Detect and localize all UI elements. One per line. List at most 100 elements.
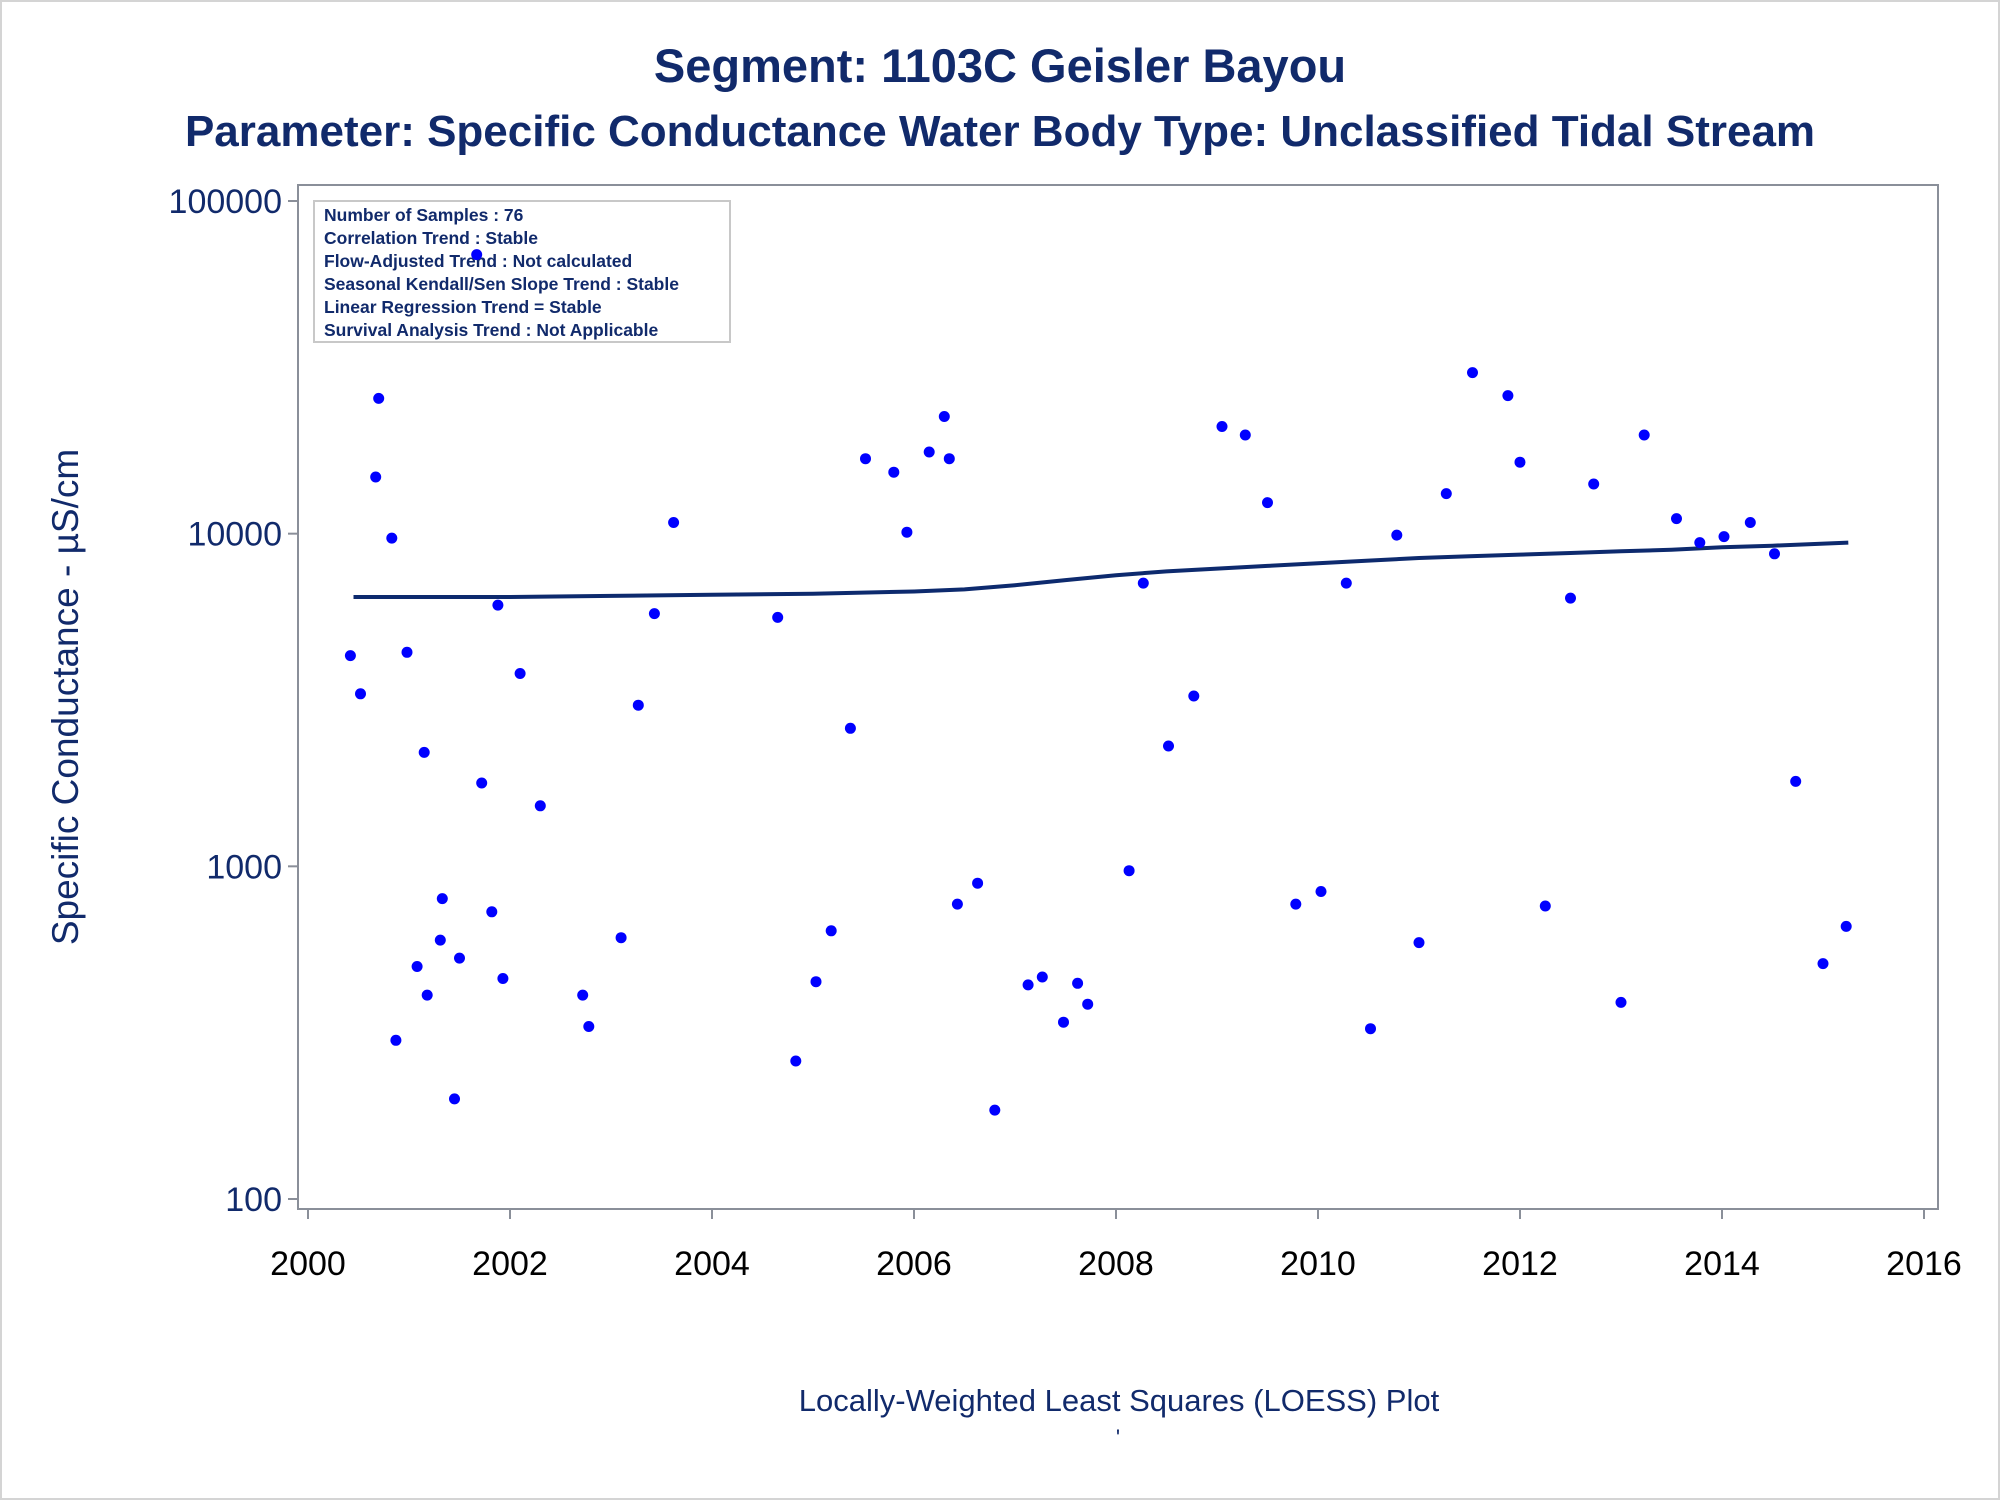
sample-point <box>1744 517 1756 528</box>
sample-point <box>615 932 627 944</box>
y-tick-label: 100000 <box>169 183 282 221</box>
sample-point <box>1239 429 1251 441</box>
sample-point <box>860 453 871 465</box>
sample-point <box>486 906 498 918</box>
sample-point <box>434 934 446 946</box>
y-axis-label: Specific Conductance - µS/cm <box>45 449 86 945</box>
x-axis: 2000 2002 2004 2006 2008 2010 2012 2014 2016 <box>270 1209 1962 1283</box>
sample-point <box>534 800 546 812</box>
sample-point <box>492 599 504 611</box>
x-tick-label: 2000 <box>270 1245 346 1283</box>
sample-point <box>1671 513 1682 525</box>
sample-point <box>454 952 465 964</box>
chart-subtitle: Parameter: Specific Conductance Water Bo… <box>185 107 1815 156</box>
stat-correlation-trend: Correlation Trend : Stable <box>324 228 538 248</box>
sample-point <box>1694 537 1706 549</box>
stat-linear-regression-trend: Linear Regression Trend = Stable <box>324 297 602 317</box>
sample-point <box>418 746 430 758</box>
sample-point <box>583 1021 595 1032</box>
sample-point <box>1588 478 1600 490</box>
sample-point <box>1340 577 1352 589</box>
sample-point <box>901 526 913 538</box>
sample-point <box>577 989 589 1001</box>
stats-box <box>313 200 731 343</box>
y-tick-label: 100 <box>225 1181 282 1219</box>
x-tick-label: 2004 <box>674 1245 750 1283</box>
sample-point <box>810 976 822 988</box>
plot-area <box>297 184 1939 1210</box>
sample-point <box>938 411 950 422</box>
x-tick-label: 2014 <box>1684 1245 1760 1283</box>
sample-point <box>1790 775 1802 787</box>
sample-point <box>436 893 448 905</box>
sample-point <box>1840 920 1852 932</box>
sample-point <box>1615 996 1627 1008</box>
sample-point <box>943 453 955 465</box>
x-tick-label: 2006 <box>876 1245 952 1283</box>
sample-point <box>632 699 644 711</box>
sample-point <box>989 1104 1001 1116</box>
sample-point <box>1137 577 1149 589</box>
sample-point <box>1082 998 1094 1010</box>
sample-point <box>1262 497 1273 509</box>
sample-point <box>497 973 509 984</box>
sample-point <box>355 688 366 700</box>
sample-point <box>1514 456 1526 468</box>
sample-point <box>1718 531 1730 543</box>
sample-point <box>1440 488 1452 500</box>
stat-flow-adjusted-trend: Flow-Adjusted Trend : Not calculated <box>324 251 632 271</box>
x-tick-label: 2002 <box>472 1245 548 1283</box>
sample-point <box>790 1055 802 1067</box>
sample-point <box>370 471 382 483</box>
x-axis-label: Locally-Weighted Least Squares (LOESS) P… <box>799 1383 1440 1418</box>
sample-point <box>386 532 398 544</box>
footnote-mark: ' <box>1116 1425 1120 1450</box>
sample-point <box>476 777 488 789</box>
x-tick-label: 2008 <box>1078 1245 1154 1283</box>
sample-point <box>1817 958 1829 970</box>
loess-fit-line <box>353 540 1849 599</box>
x-tick-label: 2012 <box>1482 1245 1558 1283</box>
x-tick-label: 2016 <box>1886 1245 1962 1283</box>
sample-point <box>1413 937 1425 949</box>
sample-point <box>1638 429 1650 441</box>
stat-sample-count: Number of Samples : 76 <box>324 205 524 225</box>
y-axis: 100 1000 10000 100000 <box>169 183 298 1219</box>
sample-point <box>1022 979 1034 991</box>
sample-point <box>1216 421 1228 432</box>
y-tick-label: 10000 <box>187 516 282 554</box>
sample-point <box>1467 367 1478 379</box>
sample-point <box>1036 971 1048 983</box>
sample-point <box>514 668 526 679</box>
chart-title: Segment: 1103C Geisler Bayou <box>654 39 1346 92</box>
sample-point <box>951 898 963 910</box>
sample-point <box>648 608 660 620</box>
y-tick-label: 1000 <box>206 848 282 886</box>
stats-legend: Number of Samples : 76 Correlation Trend… <box>313 200 731 343</box>
sample-point <box>373 392 385 404</box>
sample-point <box>1365 1023 1376 1035</box>
stat-survival-analysis-trend: Survival Analysis Trend : Not Applicable <box>324 320 658 340</box>
sample-point <box>421 989 433 1001</box>
sample-point <box>1188 690 1200 702</box>
sample-point <box>1163 740 1174 752</box>
sample-point <box>923 446 935 458</box>
sample-point <box>825 925 837 937</box>
sample-point <box>411 961 423 972</box>
stat-seasonal-kendall-trend: Seasonal Kendall/Sen Slope Trend : Stabl… <box>324 274 679 294</box>
sample-point <box>668 517 680 528</box>
sample-point <box>401 646 413 658</box>
sample-point <box>1315 886 1327 897</box>
sample-point <box>1391 529 1403 541</box>
sample-point <box>449 1093 460 1105</box>
sample-point <box>1058 1016 1069 1028</box>
sample-point <box>1123 865 1135 877</box>
sample-point <box>1502 390 1514 402</box>
sample-point <box>972 877 984 889</box>
sample-point <box>844 722 856 734</box>
data-layer <box>344 249 1852 1116</box>
sample-point <box>1769 548 1780 560</box>
sample-point <box>1565 592 1576 604</box>
x-tick-label: 2010 <box>1280 1245 1356 1283</box>
